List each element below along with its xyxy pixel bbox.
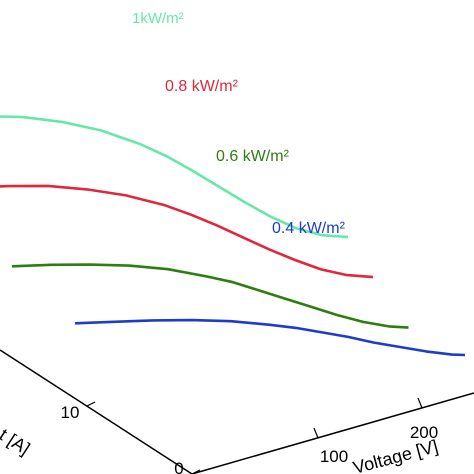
voltage-tick-200 [417,397,423,409]
series-line-2 [0,184,374,279]
series-label-2: 0.8 kW/m² [165,78,239,95]
current-tick-0 [191,469,201,474]
series-label-3: 0.6 kW/m² [216,148,290,165]
voltage-tick-100 [313,427,319,439]
axis-tick-labels: 100 200 0 10 [61,403,439,474]
series-label-1: 1kW/m² [132,10,184,27]
current-axis-label-fragment: t [A] [0,425,34,459]
current-tick-10 [86,401,96,407]
series-labels-layer: 1kW/m² 0.8 kW/m² 0.6 kW/m² 0.4 kW/m² [132,10,346,237]
voltage-axis-label: Voltage [V] [351,436,440,474]
voltage-tick-label-100: 100 [320,447,348,466]
voltage-axis-line [191,392,474,474]
series-line-3 [11,263,409,329]
series-line-4 [74,318,466,357]
series-layer [0,115,466,357]
series-label-4: 0.4 kW/m² [272,220,346,237]
voltage-tick-label-200: 200 [410,423,438,442]
current-axis-line [0,349,193,474]
current-tick-label-0: 0 [174,459,183,474]
series-line-1 [0,115,349,239]
axes-frame [0,349,474,474]
current-tick-label-10: 10 [61,403,80,422]
